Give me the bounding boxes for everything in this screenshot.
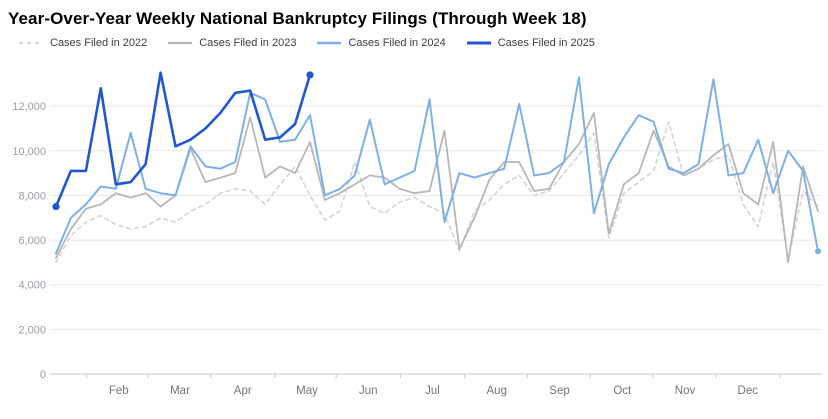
x-axis-label: Jun bbox=[359, 385, 378, 397]
chart: 0 2,000 4,000 6,000 8,000 10,000 12,000 Feb Mar A… bbox=[0, 52, 828, 412]
legend: Cases Filed in 2022 Cases Filed in 2023 Ca… bbox=[0, 32, 828, 52]
y-axis-label: 4,000 bbox=[18, 280, 46, 292]
legend-label: Cases Filed in 2025 bbox=[497, 37, 595, 49]
legend-label: Cases Filed in 2022 bbox=[50, 37, 148, 49]
x-axis-label: Dec bbox=[738, 385, 759, 397]
y-axis-label: 2,000 bbox=[18, 324, 46, 336]
x-axis-label: Feb bbox=[109, 385, 129, 397]
x-axis-label: Aug bbox=[487, 385, 507, 397]
x-axis-label: Jul bbox=[425, 385, 440, 397]
y-axis-label: 10,000 bbox=[12, 146, 46, 158]
legend-line-swatch bbox=[317, 41, 342, 45]
legend-item-2022: Cases Filed in 2022 bbox=[18, 37, 147, 49]
legend-item-2024: Cases Filed in 2024 bbox=[316, 37, 446, 49]
legend-label: Cases Filed in 2023 bbox=[199, 37, 297, 49]
chart-svg: 0 2,000 4,000 6,000 8,000 10,000 12,000 Feb Mar A… bbox=[12, 71, 822, 397]
series-line-2024 bbox=[55, 76, 819, 255]
y-axis-label: 6,000 bbox=[18, 235, 46, 247]
legend-line-swatch bbox=[466, 41, 491, 45]
x-axis-label: May bbox=[296, 385, 318, 397]
series-point-marker-2025 bbox=[52, 203, 60, 211]
series-point-marker-2024 bbox=[815, 248, 821, 255]
y-axis-label: 12,000 bbox=[12, 101, 46, 113]
y-axis-label: 0 bbox=[40, 369, 46, 381]
series-line-2022 bbox=[55, 121, 819, 264]
x-axis-label: Sep bbox=[549, 385, 569, 397]
x-axis-label: Apr bbox=[234, 385, 252, 397]
legend-item-2023: Cases Filed in 2023 bbox=[167, 37, 296, 49]
series-line-2025 bbox=[54, 71, 312, 208]
series-point-marker-2025 bbox=[306, 71, 314, 79]
page-title: Year-Over-Year Weekly National Bankruptc… bbox=[8, 9, 587, 28]
x-axis-label: Nov bbox=[675, 385, 696, 397]
legend-label: Cases Filed in 2024 bbox=[348, 37, 446, 49]
legend-line-swatch bbox=[19, 42, 43, 44]
legend-item-2025: Cases Filed in 2025 bbox=[466, 37, 595, 49]
x-axis-label: Mar bbox=[170, 385, 190, 397]
x-axis-label: Oct bbox=[613, 385, 632, 397]
y-axis-label: 8,000 bbox=[18, 190, 46, 202]
legend-line-swatch bbox=[168, 41, 193, 45]
